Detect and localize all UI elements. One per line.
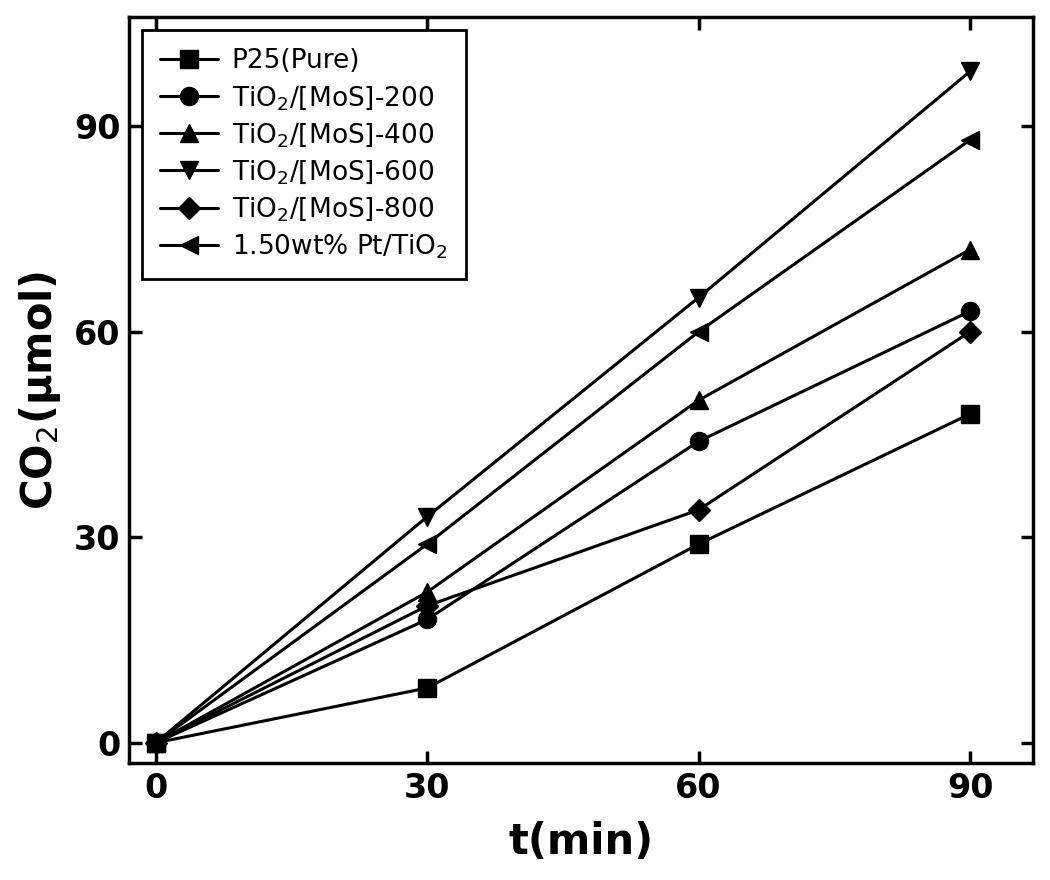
TiO$_2$/[MoS]-600 [692,292,705,303]
TiO$_2$/[MoS]-200 [421,614,434,625]
1.50wt% Pt/TiO$_2$ [964,135,977,145]
TiO$_2$/[MoS]-200 [964,306,977,317]
1.50wt% Pt/TiO$_2$ [149,737,162,748]
TiO$_2$/[MoS]-800 [964,326,977,337]
X-axis label: t(min): t(min) [508,821,653,863]
TiO$_2$/[MoS]-800 [421,600,434,611]
TiO$_2$/[MoS]-400 [149,737,162,748]
TiO$_2$/[MoS]-800 [692,504,705,515]
Line: TiO$_2$/[MoS]-400: TiO$_2$/[MoS]-400 [147,240,979,752]
Line: TiO$_2$/[MoS]-200: TiO$_2$/[MoS]-200 [147,302,979,752]
1.50wt% Pt/TiO$_2$ [421,539,434,549]
P25(Pure) [964,408,977,419]
P25(Pure) [692,539,705,549]
TiO$_2$/[MoS]-600 [149,737,162,748]
TiO$_2$/[MoS]-600 [964,66,977,77]
TiO$_2$/[MoS]-600 [421,511,434,522]
P25(Pure) [149,737,162,748]
Y-axis label: CO$_2$(μmol): CO$_2$(μmol) [17,270,63,510]
TiO$_2$/[MoS]-200 [149,737,162,748]
Line: 1.50wt% Pt/TiO$_2$: 1.50wt% Pt/TiO$_2$ [147,131,979,752]
1.50wt% Pt/TiO$_2$ [692,326,705,337]
Line: TiO$_2$/[MoS]-600: TiO$_2$/[MoS]-600 [147,62,979,752]
TiO$_2$/[MoS]-400 [692,395,705,406]
TiO$_2$/[MoS]-400 [421,587,434,598]
TiO$_2$/[MoS]-400 [964,245,977,255]
TiO$_2$/[MoS]-800 [149,737,162,748]
P25(Pure) [421,683,434,693]
Line: P25(Pure): P25(Pure) [147,405,979,752]
TiO$_2$/[MoS]-200 [692,436,705,447]
Line: TiO$_2$/[MoS]-800: TiO$_2$/[MoS]-800 [148,324,978,751]
Legend: P25(Pure), TiO$_2$/[MoS]-200, TiO$_2$/[MoS]-400, TiO$_2$/[MoS]-600, TiO$_2$/[MoS: P25(Pure), TiO$_2$/[MoS]-200, TiO$_2$/[M… [142,30,466,280]
